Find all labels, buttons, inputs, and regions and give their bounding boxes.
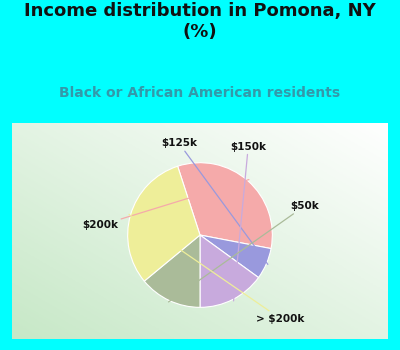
Text: Black or African American residents: Black or African American residents	[60, 86, 340, 100]
Wedge shape	[144, 235, 200, 307]
Wedge shape	[128, 166, 200, 281]
Wedge shape	[200, 235, 258, 307]
Wedge shape	[200, 235, 271, 278]
Text: Income distribution in Pomona, NY
(%): Income distribution in Pomona, NY (%)	[24, 2, 376, 41]
Text: $200k: $200k	[82, 180, 249, 230]
Wedge shape	[178, 163, 272, 248]
Text: $50k: $50k	[168, 201, 319, 302]
Text: $150k: $150k	[230, 142, 266, 301]
Text: > $200k: > $200k	[129, 215, 304, 324]
Text: $125k: $125k	[161, 138, 268, 264]
